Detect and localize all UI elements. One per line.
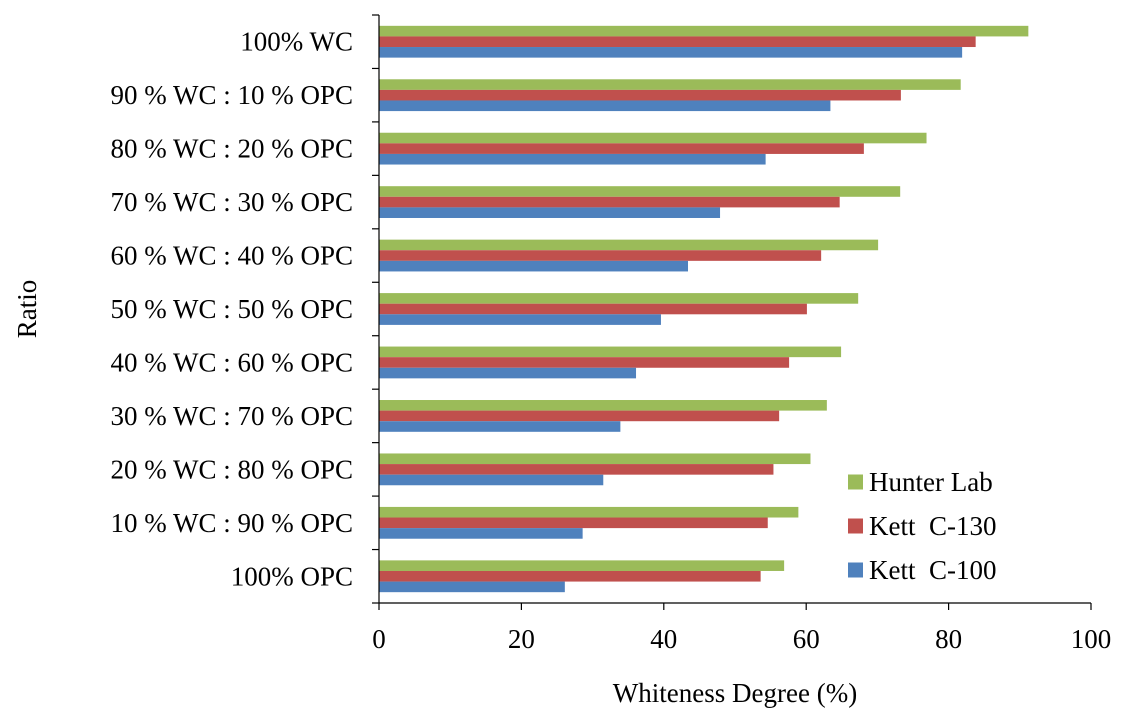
bar-kett-c-130-8 — [379, 464, 774, 475]
category-label: 100% WC — [240, 27, 353, 57]
bar-kett-c-100-5 — [379, 314, 661, 325]
bar-kett-c-100-0 — [379, 47, 963, 58]
bar-hunter-lab-7 — [379, 400, 827, 411]
legend-label: Kett C-130 — [869, 511, 997, 541]
bar-hunter-lab-5 — [379, 293, 859, 304]
bar-kett-c-100-3 — [379, 207, 721, 218]
bar-kett-c-100-10 — [379, 581, 565, 593]
bar-kett-c-100-6 — [379, 367, 637, 379]
category-label: 100% OPC — [231, 561, 353, 591]
category-label: 30 % WC : 70 % OPC — [110, 401, 353, 431]
bar-kett-c-100-1 — [379, 100, 831, 112]
legend-swatch — [848, 474, 863, 490]
bar-hunter-lab-1 — [379, 79, 961, 90]
bar-kett-c-130-6 — [379, 357, 790, 368]
bar-kett-c-130-9 — [379, 517, 768, 529]
x-tick-label: 0 — [372, 624, 386, 654]
bar-kett-c-100-7 — [379, 421, 621, 432]
bar-kett-c-100-4 — [379, 260, 689, 272]
bar-kett-c-130-1 — [379, 89, 901, 101]
bar-hunter-lab-6 — [379, 346, 842, 358]
y-axis-title: Ratio — [12, 280, 42, 339]
legend: Hunter Lab Kett C-130 Kett C-100 — [848, 467, 997, 585]
bar-kett-c-100-9 — [379, 528, 583, 539]
x-tick-label: 100 — [1071, 624, 1112, 654]
bar-hunter-lab-2 — [379, 132, 927, 144]
x-tick-label: 20 — [508, 624, 535, 654]
category-label: 80 % WC : 20 % OPC — [110, 134, 353, 164]
bar-kett-c-130-2 — [379, 143, 864, 154]
bar-kett-c-130-0 — [379, 36, 976, 48]
category-label: 20 % WC : 80 % OPC — [110, 454, 353, 484]
category-label: 60 % WC : 40 % OPC — [110, 241, 353, 271]
x-axis-title: Whiteness Degree (%) — [613, 678, 857, 708]
bar-kett-c-100-2 — [379, 153, 766, 165]
bar-hunter-lab-10 — [379, 560, 785, 571]
bar-kett-c-130-5 — [379, 303, 807, 315]
bar-kett-c-100-8 — [379, 474, 604, 486]
x-tick-label: 80 — [935, 624, 962, 654]
bar-kett-c-130-7 — [379, 410, 780, 422]
x-tick-label: 60 — [793, 624, 820, 654]
bar-hunter-lab-4 — [379, 239, 879, 251]
legend-label: Kett C-100 — [869, 555, 997, 585]
category-label: 90 % WC : 10 % OPC — [110, 80, 353, 110]
bar-kett-c-130-3 — [379, 196, 840, 208]
x-tick-label: 40 — [650, 624, 677, 654]
bar-hunter-lab-0 — [379, 25, 1029, 37]
axes-layer — [378, 15, 1091, 604]
category-label: 10 % WC : 90 % OPC — [110, 508, 353, 538]
bar-kett-c-130-4 — [379, 250, 822, 261]
category-label: 70 % WC : 30 % OPC — [110, 187, 353, 217]
category-label: 50 % WC : 50 % OPC — [110, 294, 353, 324]
ticks-layer — [372, 14, 1092, 610]
labels-layer: 100% WC 90 % WC : 10 % OPC 80 % WC : 20 % … — [110, 27, 1111, 654]
legend-label: Hunter Lab — [869, 467, 993, 497]
legend-swatch — [848, 562, 863, 578]
bar-kett-c-130-10 — [379, 570, 761, 582]
bar-hunter-lab-8 — [379, 453, 811, 465]
bar-hunter-lab-9 — [379, 506, 799, 518]
bars-layer — [379, 25, 1029, 593]
legend-swatch — [848, 518, 863, 534]
category-label: 40 % WC : 60 % OPC — [110, 347, 353, 377]
bar-hunter-lab-3 — [379, 186, 901, 197]
